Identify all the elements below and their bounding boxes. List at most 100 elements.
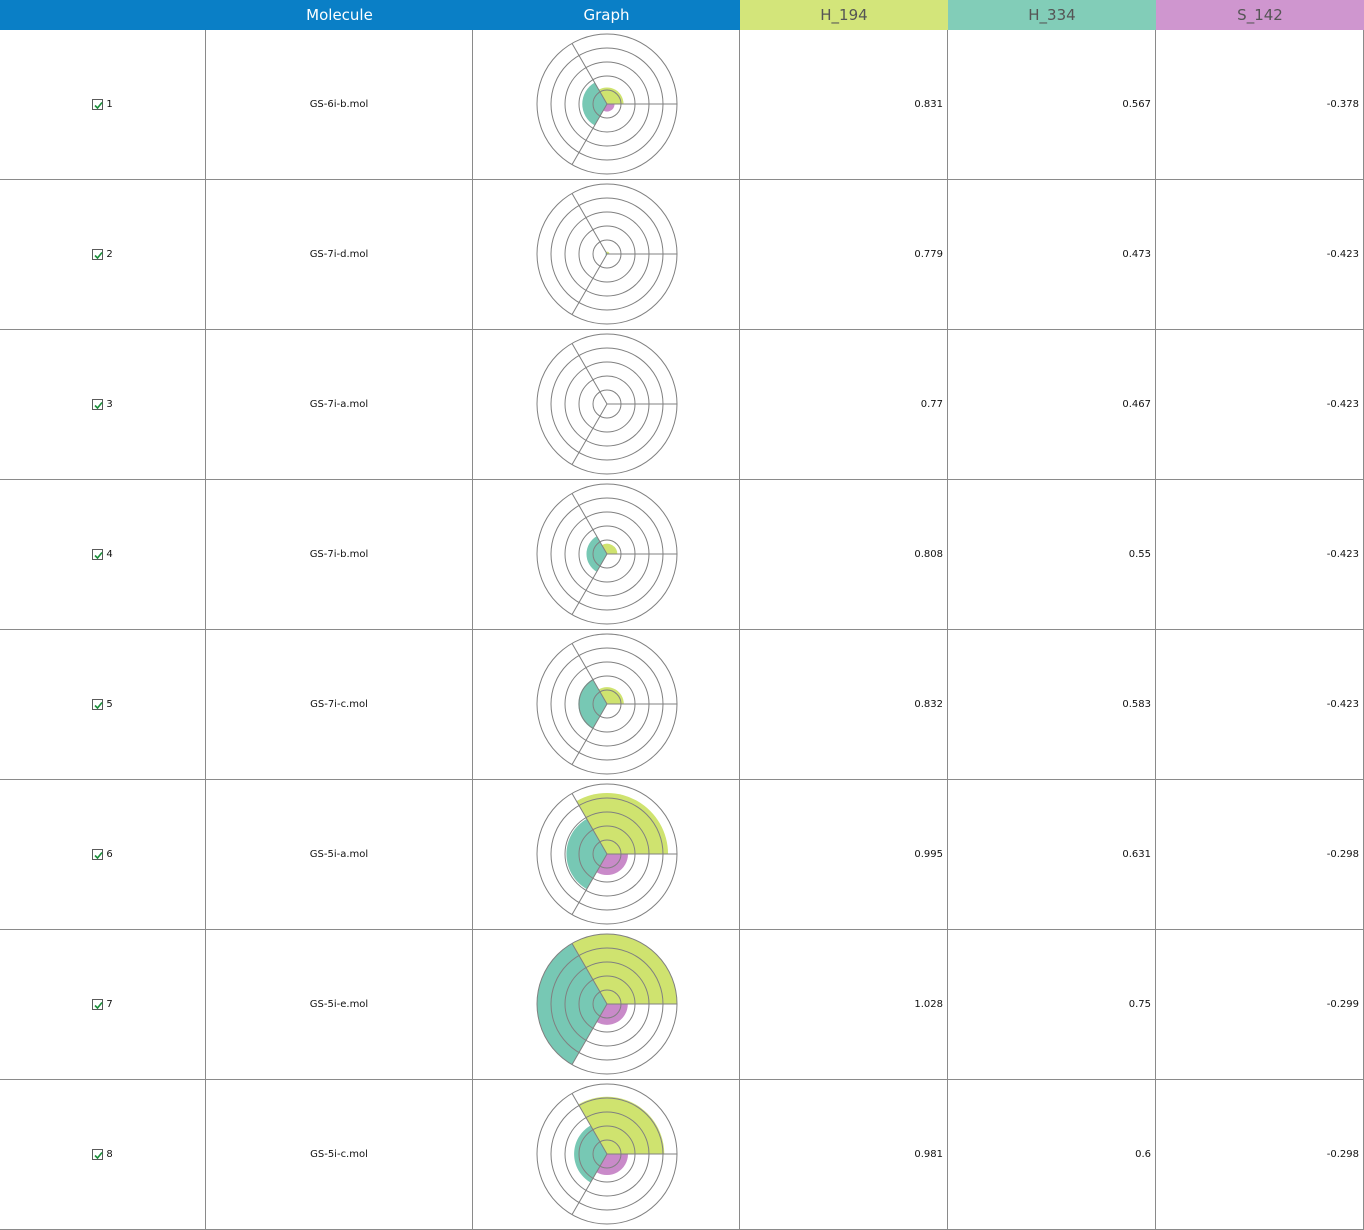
graph-cell xyxy=(473,780,740,930)
table-row[interactable]: 4 GS-7i-b.mol 0.808 0.55 -0.423 xyxy=(0,480,1364,630)
graph-cell xyxy=(473,630,740,780)
h334-value: 0.473 xyxy=(1122,249,1151,260)
row-checkbox[interactable] xyxy=(92,249,104,260)
h194-cell: 0.981 xyxy=(740,1080,948,1230)
radar-sector-h334 xyxy=(537,943,607,1065)
graph-cell xyxy=(473,1080,740,1230)
radar-chart xyxy=(536,933,678,1075)
s142-cell: -0.298 xyxy=(1156,1080,1364,1230)
check-icon xyxy=(94,851,103,860)
h194-value: 0.831 xyxy=(914,99,943,110)
h334-cell: 0.631 xyxy=(948,780,1156,930)
h334-cell: 0.6 xyxy=(948,1080,1156,1230)
radar-spoke xyxy=(571,853,608,915)
column-header-index[interactable] xyxy=(0,0,206,30)
molecule-cell: GS-7i-a.mol xyxy=(206,330,473,480)
h334-cell: 0.75 xyxy=(948,930,1156,1080)
h194-cell: 0.832 xyxy=(740,630,948,780)
molecule-cell: GS-7i-b.mol xyxy=(206,480,473,630)
h334-value: 0.467 xyxy=(1122,399,1151,410)
s142-value: -0.378 xyxy=(1326,99,1359,110)
s142-value: -0.298 xyxy=(1326,1149,1359,1160)
radar-spoke xyxy=(571,793,608,855)
table-row[interactable]: 5 GS-7i-c.mol 0.832 0.583 -0.423 xyxy=(0,630,1364,780)
h334-cell: 0.583 xyxy=(948,630,1156,780)
h194-value: 0.832 xyxy=(914,699,943,710)
row-checkbox[interactable] xyxy=(92,999,104,1010)
column-header-h194[interactable]: H_194 xyxy=(740,0,948,30)
h194-value: 1.028 xyxy=(914,999,943,1010)
table-row[interactable]: 1 GS-6i-b.mol 0.831 0.567 -0.378 xyxy=(0,30,1364,180)
radar-chart xyxy=(536,333,678,475)
h194-value: 0.77 xyxy=(920,399,943,410)
radar-spoke xyxy=(571,1093,608,1155)
row-checkbox[interactable] xyxy=(92,849,104,860)
radar-chart xyxy=(536,183,678,325)
column-header-graph[interactable]: Graph xyxy=(473,0,740,30)
s142-cell: -0.423 xyxy=(1156,480,1364,630)
h334-value: 0.631 xyxy=(1122,849,1151,860)
radar-spoke xyxy=(571,193,608,255)
table-row[interactable]: 8 GS-5i-c.mol 0.981 0.6 -0.298 xyxy=(0,1080,1364,1230)
molecule-name: GS-7i-a.mol xyxy=(309,399,369,410)
row-checkbox[interactable] xyxy=(92,699,104,710)
column-header-h334[interactable]: H_334 xyxy=(948,0,1156,30)
graph-cell xyxy=(473,180,740,330)
molecule-name: GS-5i-e.mol xyxy=(309,999,369,1010)
h334-cell: 0.567 xyxy=(948,30,1156,180)
row-checkbox[interactable] xyxy=(92,399,104,410)
molecule-name: GS-7i-b.mol xyxy=(309,549,369,560)
molecule-cell: GS-5i-e.mol xyxy=(206,930,473,1080)
row-index-cell: 1 xyxy=(0,30,206,180)
molecule-name: GS-5i-a.mol xyxy=(309,849,369,860)
molecule-name: GS-7i-c.mol xyxy=(310,699,368,710)
table-row[interactable]: 2 GS-7i-d.mol 0.779 0.473 -0.423 xyxy=(0,180,1364,330)
row-index-cell: 3 xyxy=(0,330,206,480)
table-row[interactable]: 7 GS-5i-e.mol 1.028 0.75 -0.299 xyxy=(0,930,1364,1080)
row-index-cell: 5 xyxy=(0,630,206,780)
row-index: 3 xyxy=(106,399,113,410)
molecule-name: GS-5i-c.mol xyxy=(310,1149,368,1160)
s142-value: -0.299 xyxy=(1326,999,1359,1010)
s142-cell: -0.299 xyxy=(1156,930,1364,1080)
row-index-cell: 8 xyxy=(0,1080,206,1230)
row-checkbox[interactable] xyxy=(92,99,104,110)
molecule-cell: GS-7i-d.mol xyxy=(206,180,473,330)
radar-spoke xyxy=(571,493,608,555)
h194-cell: 0.831 xyxy=(740,30,948,180)
molecule-name: GS-7i-d.mol xyxy=(309,249,369,260)
row-index: 8 xyxy=(106,1149,113,1160)
column-header-s142[interactable]: S_142 xyxy=(1156,0,1364,30)
row-index: 2 xyxy=(106,249,113,260)
column-header-molecule[interactable]: Molecule xyxy=(206,0,473,30)
row-index: 1 xyxy=(106,99,113,110)
s142-cell: -0.298 xyxy=(1156,780,1364,930)
radar-spoke xyxy=(571,643,608,705)
s142-cell: -0.423 xyxy=(1156,630,1364,780)
graph-cell xyxy=(473,330,740,480)
table-header: Molecule Graph H_194 H_334 S_142 xyxy=(0,0,1364,30)
table-row[interactable]: 6 GS-5i-a.mol 0.995 0.631 -0.298 xyxy=(0,780,1364,930)
radar-sector-h334 xyxy=(582,82,607,126)
h194-cell: 1.028 xyxy=(740,930,948,1080)
row-index-cell: 6 xyxy=(0,780,206,930)
row-index: 6 xyxy=(106,849,113,860)
h334-cell: 0.467 xyxy=(948,330,1156,480)
s142-value: -0.298 xyxy=(1326,849,1359,860)
row-index-cell: 2 xyxy=(0,180,206,330)
h334-value: 0.6 xyxy=(1135,1149,1151,1160)
check-icon xyxy=(94,1001,103,1010)
radar-spoke xyxy=(571,253,608,315)
h334-value: 0.55 xyxy=(1128,549,1151,560)
radar-spoke xyxy=(571,703,608,765)
check-icon xyxy=(94,1151,103,1160)
h194-cell: 0.77 xyxy=(740,330,948,480)
row-checkbox[interactable] xyxy=(92,549,104,560)
radar-sector-h194 xyxy=(576,792,669,854)
radar-chart xyxy=(536,1083,678,1225)
table-row[interactable]: 3 GS-7i-a.mol 0.77 0.467 -0.423 xyxy=(0,330,1364,480)
h334-value: 0.583 xyxy=(1122,699,1151,710)
row-checkbox[interactable] xyxy=(92,1149,104,1160)
h194-cell: 0.995 xyxy=(740,780,948,930)
